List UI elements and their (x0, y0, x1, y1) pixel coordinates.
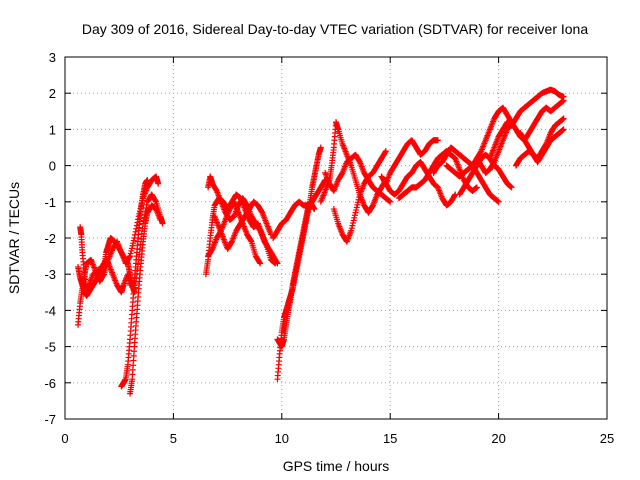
y-tick-label: -1 (44, 195, 56, 210)
y-tick-label: 1 (49, 122, 56, 137)
data-point (257, 260, 264, 267)
series-sat-v (486, 86, 567, 162)
data-point (144, 177, 151, 184)
data-point (157, 216, 164, 223)
y-tick-label: -4 (44, 303, 56, 318)
series-sat-p (382, 137, 441, 187)
axis-ticks: 0 5 10 15 20 25 -7 -6 -5 -4 -3 -2 -1 0 1 2 3 (44, 50, 614, 446)
y-axis-label: SDTVAR / TECUs (6, 182, 22, 294)
data-marks (75, 86, 567, 397)
y-tick-label: -3 (44, 267, 56, 282)
data-point (382, 148, 389, 155)
data-point (159, 220, 166, 227)
data-point (473, 184, 480, 191)
series-sat-l (270, 177, 329, 241)
x-tick-label: 20 (491, 431, 505, 446)
series-sat-n (330, 148, 389, 245)
data-point (152, 197, 159, 204)
x-tick-label: 25 (600, 431, 614, 446)
series-sat-u (443, 104, 515, 180)
series-sat-c (77, 224, 134, 296)
series-sat-w (473, 97, 567, 176)
y-tick-label: 2 (49, 86, 56, 101)
x-tick-label: 10 (275, 431, 289, 446)
data-point (126, 254, 133, 261)
data-point (387, 198, 394, 205)
y-tick-label: -5 (44, 340, 56, 355)
data-point (560, 97, 567, 104)
data-point (311, 206, 318, 213)
x-tick-label: 5 (170, 431, 177, 446)
data-point (451, 192, 458, 199)
y-tick-label: -2 (44, 231, 56, 246)
data-point (560, 126, 567, 133)
y-tick-label: -7 (44, 412, 56, 427)
chart-title: Day 309 of 2016, Sidereal Day-to-day VTE… (82, 21, 589, 37)
x-tick-label: 15 (383, 431, 397, 446)
data-point (155, 180, 162, 187)
series-sat-h (205, 173, 281, 267)
x-axis-label: GPS time / hours (283, 458, 390, 474)
y-tick-label: 0 (49, 159, 56, 174)
data-point (495, 198, 502, 205)
series-sat-q (378, 158, 459, 209)
series-sat-o (322, 151, 394, 205)
data-point (434, 137, 441, 144)
series-sat-e (127, 202, 164, 397)
y-tick-label: -6 (44, 376, 56, 391)
data-point (274, 260, 281, 267)
data-point (247, 237, 254, 244)
data-point (256, 259, 263, 266)
data-point (317, 144, 324, 151)
data-point (508, 184, 515, 191)
data-point (560, 115, 567, 122)
series-sat-i (211, 198, 274, 252)
series-sat-r (395, 148, 480, 202)
y-tick-label: 3 (49, 50, 56, 65)
data-point (273, 259, 280, 266)
series-sat-y (517, 115, 567, 162)
series-sat-d (118, 177, 151, 390)
x-tick-label: 0 (61, 431, 68, 446)
data-point (382, 149, 389, 156)
grid-lines (65, 57, 607, 419)
